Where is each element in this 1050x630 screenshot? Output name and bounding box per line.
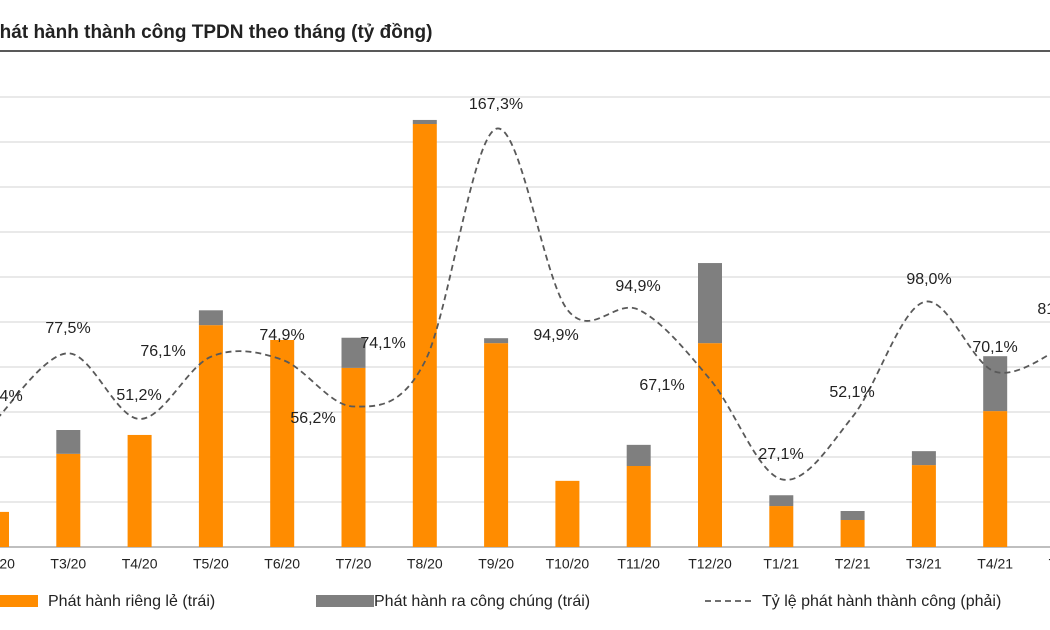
x-tick-label: T9/20 [478,556,514,572]
value-label: 94,9% [615,278,660,295]
x-tick-label: T11/20 [617,556,660,572]
bar-segment [911,465,936,547]
bar-segment [412,119,437,124]
value-label: 51,2% [116,387,161,404]
value-label: 77,5% [45,320,90,337]
x-tick-label: T7/20 [336,556,372,572]
bar-segment [769,506,794,547]
bar-segment [983,411,1008,547]
bar-segment [698,263,722,344]
bar-segment [698,343,722,547]
value-label: 70,1% [972,339,1017,356]
bar-segment [911,451,936,466]
bar-segment [769,495,794,507]
x-tick-label: T4/21 [977,556,1013,572]
bar-segment [341,337,366,368]
value-label: 74,1% [360,335,405,352]
bar-segment [198,310,223,326]
x-tick-label: T1/21 [763,556,799,572]
bar-segment [412,124,437,547]
value-label: 56,2% [290,410,335,427]
bar-segment [555,480,580,547]
bar-segment [484,338,509,344]
bar-segment [270,340,295,547]
bar-segment [626,466,651,547]
x-tick-label: T4/20 [122,556,158,572]
value-label: 51,4% [0,388,23,405]
value-label: 81,0% [1037,301,1050,318]
bar-segment [983,356,1008,412]
x-tick-label: T10/20 [546,556,590,572]
ratio-line [0,127,1050,481]
x-tick-label: T5/20 [193,556,229,572]
value-label: 67,1% [639,377,684,394]
x-tick-label: T12/20 [688,556,732,572]
legend-label: Phát hành ra công chúng (trái) [374,593,590,610]
value-label: 98,0% [906,271,951,288]
bar-segment [341,367,366,547]
legend-swatch [0,595,38,607]
x-tick-label: T6/20 [264,556,300,572]
value-label: 76,1% [140,343,185,360]
bar-segment [56,453,81,547]
x-tick-label: T3/21 [906,556,942,572]
value-label: 52,1% [829,384,874,401]
legend-label: Tỷ lệ phát hành thành công (phải) [762,593,1001,610]
value-label: 94,9% [533,327,578,344]
bar-segment [56,430,81,454]
x-tick-label: T2/20 [0,556,15,572]
bar-segment [840,511,865,520]
value-label: 167,3% [469,96,523,113]
x-tick-label: T3/20 [50,556,86,572]
x-tick-label: T8/20 [407,556,443,572]
bar-segment [484,343,509,547]
bar-segment [626,444,651,466]
legend-swatch [316,595,374,607]
x-tick-label: T5/21 [1049,556,1050,572]
legend-label: Phát hành riêng lẻ (trái) [48,593,215,610]
bar-segment [198,325,223,547]
bar-segment [127,434,152,547]
chart-title: Phát hành thành công TPDN theo tháng (tỷ… [0,22,432,43]
bar-segment [0,511,9,547]
bar-segment [840,520,865,547]
value-label: 74,9% [259,327,304,344]
value-label: 27,1% [758,446,803,463]
x-tick-label: T2/21 [835,556,871,572]
